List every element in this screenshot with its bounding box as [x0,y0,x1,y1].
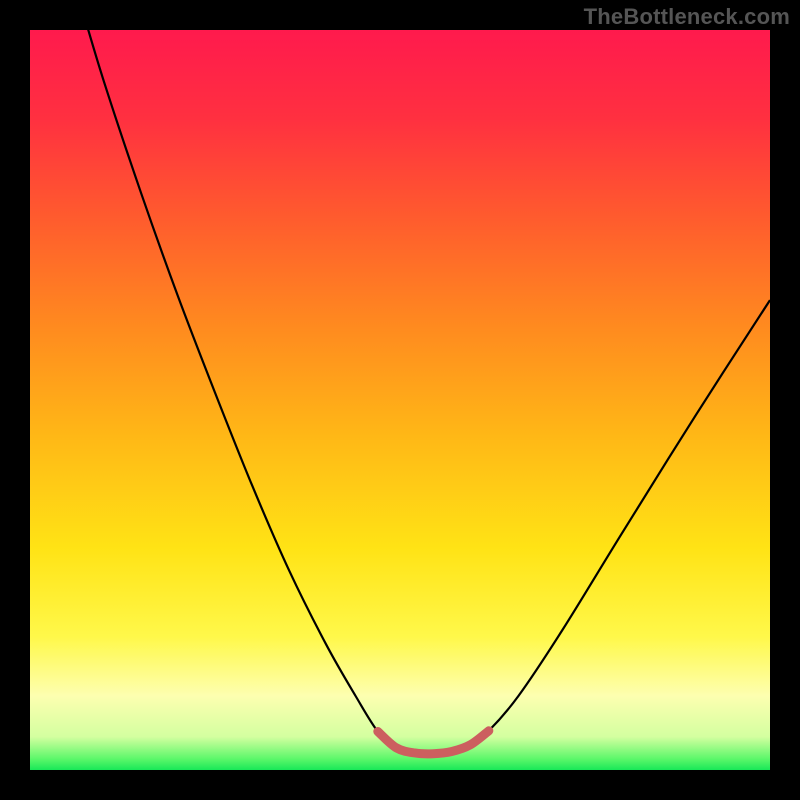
plot-background [30,30,770,770]
chart-container: TheBottleneck.com [0,0,800,800]
bottleneck-chart [0,0,800,800]
